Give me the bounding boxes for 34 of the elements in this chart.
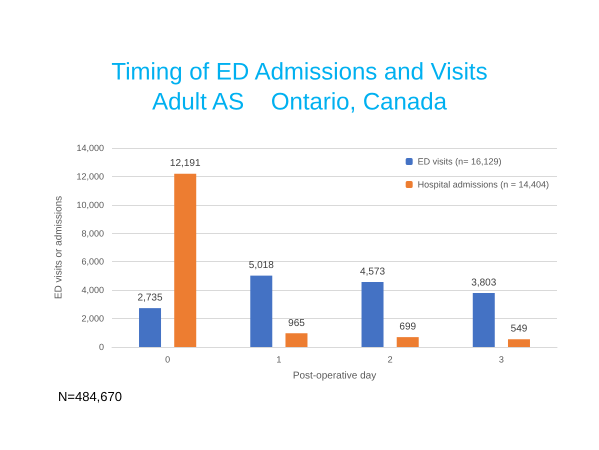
y-axis-title: ED visits or admissions <box>54 196 64 300</box>
bar <box>139 308 162 347</box>
data-label: 699 <box>399 322 417 333</box>
bar <box>285 333 308 347</box>
bar <box>362 282 384 347</box>
x-tick-label: 0 <box>165 354 170 364</box>
data-label: 965 <box>288 318 306 329</box>
y-tick-label: 10,000 <box>76 200 104 210</box>
y-tick-label: 0 <box>98 342 104 352</box>
bar <box>250 276 272 347</box>
y-tick-label: 14,000 <box>76 143 104 153</box>
data-label: 4,573 <box>360 266 386 278</box>
x-tick-label: 3 <box>498 354 504 364</box>
data-label: 12,191 <box>170 158 201 170</box>
data-label: 3,803 <box>471 277 497 288</box>
y-tick-label: 4,000 <box>81 285 104 296</box>
bar <box>472 292 495 347</box>
bar <box>508 339 530 347</box>
chart-title: Timing of ED Admissions and Visits Adult AS Ontario, Canada <box>111 58 488 116</box>
text: N=484,670 <box>58 389 122 404</box>
x-tick-label: 2 <box>388 354 393 364</box>
x-axis-title: Post-operative day <box>292 370 376 382</box>
legend-label: ED visits (n= 16,129) <box>418 156 502 166</box>
bar <box>396 337 419 347</box>
y-tick-label: 6,000 <box>81 256 104 267</box>
legend-label: Hospital admissions (n = 14,404) <box>418 180 550 190</box>
data-label: 2,735 <box>138 292 163 304</box>
y-tick-label: 8,000 <box>81 228 104 238</box>
data-label: 5,018 <box>248 260 274 272</box>
y-tick-label: 12,000 <box>76 171 104 182</box>
bar <box>174 174 196 347</box>
y-tick-label: 2,000 <box>81 314 104 324</box>
x-tick-label: 1 <box>276 354 282 364</box>
data-label: 549 <box>510 324 528 335</box>
